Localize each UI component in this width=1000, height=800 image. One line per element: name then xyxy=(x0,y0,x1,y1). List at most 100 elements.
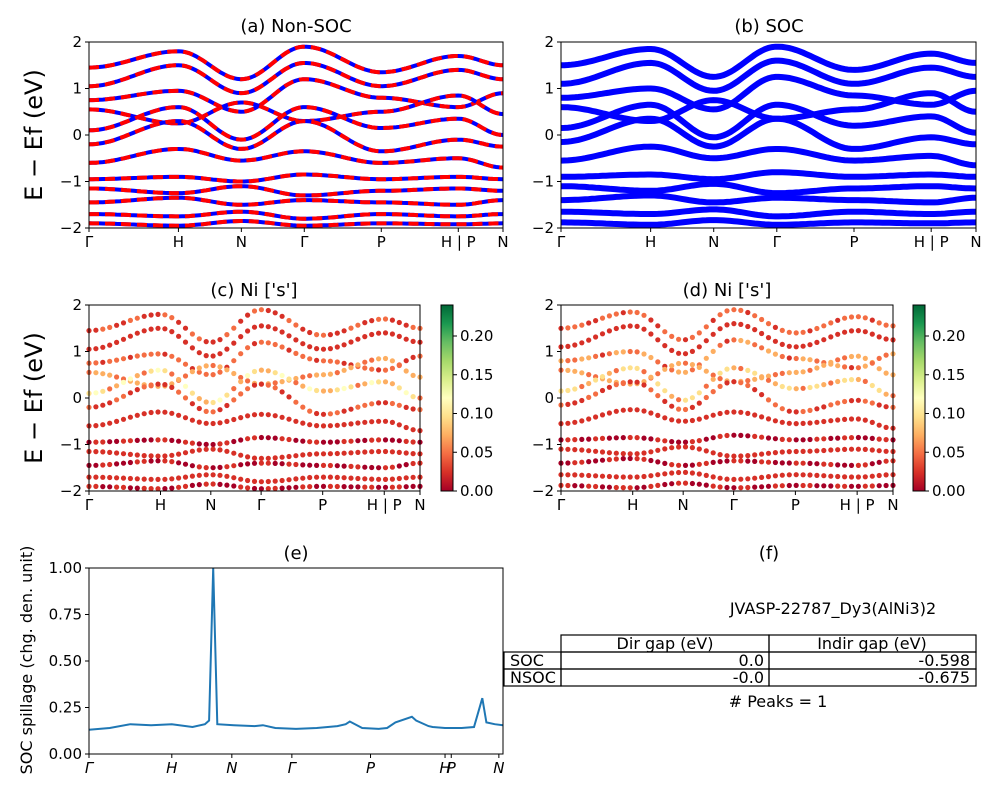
table-cell-soc-dir: 0.0 xyxy=(739,651,764,670)
band-point xyxy=(731,458,737,464)
band-point xyxy=(731,379,737,385)
band-point xyxy=(828,320,834,326)
band-point xyxy=(648,387,654,393)
band-point xyxy=(410,427,416,433)
band-point xyxy=(862,398,868,404)
band-point xyxy=(779,483,785,489)
band-point xyxy=(759,374,765,380)
band-point xyxy=(779,327,785,333)
band-point xyxy=(162,312,168,318)
band-point xyxy=(759,414,765,420)
band-point xyxy=(169,384,175,390)
band-point xyxy=(155,351,161,357)
band-point xyxy=(93,449,99,455)
band-point xyxy=(821,473,827,479)
band-point xyxy=(593,473,599,479)
band-point xyxy=(606,351,613,357)
band-point xyxy=(307,484,313,490)
band-point xyxy=(93,404,99,410)
band-point xyxy=(572,400,578,406)
band-point xyxy=(648,473,654,479)
band-point xyxy=(745,453,751,459)
band-point xyxy=(327,483,333,489)
band-point xyxy=(307,344,313,350)
band-point xyxy=(579,383,585,390)
band-point xyxy=(341,342,347,348)
band-point xyxy=(114,383,120,389)
band-point xyxy=(245,461,251,467)
band-point xyxy=(717,484,723,490)
panel-f: (f) JVASP-22787_Dy3(AlNi3)2 Dir gap (eV)… xyxy=(503,543,977,711)
band-point xyxy=(238,318,244,324)
band-point xyxy=(279,329,285,335)
band-point xyxy=(662,446,668,452)
x-tick-label: N xyxy=(205,496,216,514)
band-point xyxy=(307,462,313,468)
band-point xyxy=(662,438,668,444)
band-point xyxy=(265,460,271,466)
band-point xyxy=(251,412,258,418)
band-point xyxy=(217,351,223,357)
band-point xyxy=(793,369,799,375)
table-cell-nsoc-indir: -0.675 xyxy=(918,668,970,687)
band-point xyxy=(862,446,868,452)
band-point xyxy=(613,368,619,374)
band-point xyxy=(334,359,340,365)
band-point xyxy=(752,370,758,376)
colorbar-tick-label: 0.15 xyxy=(460,366,493,384)
band-point xyxy=(779,370,785,376)
band-point xyxy=(389,365,395,371)
x-tick-label: H xyxy=(155,496,166,514)
band-line xyxy=(89,105,504,142)
band-line xyxy=(89,195,504,207)
band-point xyxy=(606,378,613,384)
band-point xyxy=(410,439,416,445)
x-tick-label: N xyxy=(970,233,981,251)
band-point xyxy=(779,406,785,412)
y-tick-label: −2 xyxy=(532,219,554,237)
band-point xyxy=(300,341,306,347)
x-tick-label: N xyxy=(226,759,237,777)
band-point xyxy=(362,484,368,490)
band-point xyxy=(565,367,571,373)
band-point xyxy=(627,379,633,385)
band-point xyxy=(203,399,209,405)
band-point xyxy=(314,451,320,457)
band-point xyxy=(662,471,668,477)
axes-frame xyxy=(560,304,894,492)
band-point xyxy=(348,365,354,371)
band-point xyxy=(745,323,751,330)
band-point xyxy=(876,320,882,326)
band-point xyxy=(765,397,772,403)
band-point xyxy=(641,369,647,375)
band-point xyxy=(593,391,599,397)
x-tick-label: N xyxy=(708,233,719,251)
band-point xyxy=(196,336,202,342)
x-tick-label: P xyxy=(377,233,386,251)
band-point xyxy=(669,470,675,476)
band-point xyxy=(855,397,862,403)
band-point xyxy=(162,458,168,464)
band-point xyxy=(155,325,161,331)
band-point xyxy=(238,334,244,340)
band-point xyxy=(883,437,889,443)
band-point xyxy=(717,312,723,318)
band-point xyxy=(606,410,613,416)
band-point xyxy=(300,404,306,410)
band-point xyxy=(348,463,354,469)
x-tick-label: H xyxy=(645,233,656,251)
band-point xyxy=(586,436,592,442)
band-point xyxy=(682,469,689,475)
band-point xyxy=(703,383,709,389)
band-point xyxy=(662,366,668,372)
band-point xyxy=(579,459,585,465)
band-point xyxy=(293,461,299,468)
band-point xyxy=(148,326,154,332)
band-point xyxy=(245,477,251,484)
panel-d-title: (d) Ni ['s'] xyxy=(683,280,772,301)
panel-e: (e) SOC spillage (chg. den. unit) 1.00 0.… xyxy=(17,543,504,777)
band-point xyxy=(655,482,661,488)
band-point xyxy=(606,384,613,390)
band-point xyxy=(828,461,834,468)
band-point xyxy=(676,397,682,403)
